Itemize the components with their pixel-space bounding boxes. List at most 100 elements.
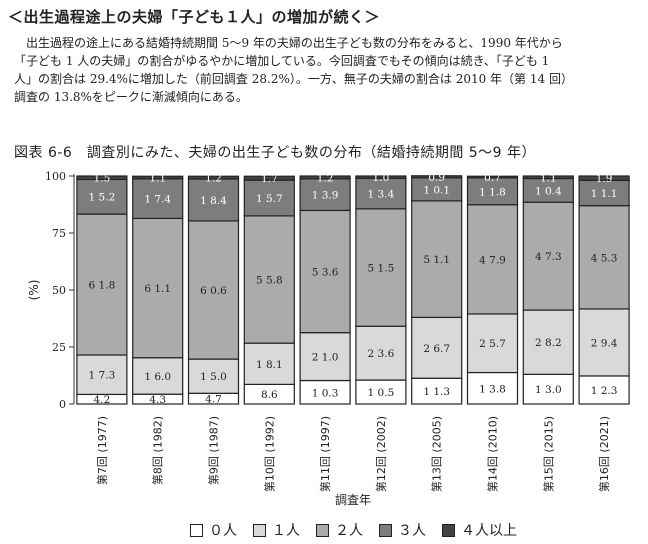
data-label: 1 5.0 xyxy=(200,371,227,383)
data-label: 1.2 xyxy=(317,172,334,184)
data-label: 1.7 xyxy=(261,173,278,185)
data-label: 5 5.8 xyxy=(256,275,283,287)
bar-segment xyxy=(132,178,184,220)
legend-item: ３人 xyxy=(379,520,426,540)
legend-item: ０人 xyxy=(190,520,237,540)
data-label: 1 5.7 xyxy=(256,193,283,205)
data-label: 4 7.3 xyxy=(535,251,562,263)
legend-label: ２人 xyxy=(335,523,363,539)
data-label: 1.5 xyxy=(94,173,111,185)
x-tick-label: 第7回 (1977) xyxy=(95,416,109,485)
bar-segment xyxy=(243,215,295,344)
bar-segment xyxy=(299,332,351,382)
section-heading: ＜出生過程途上の夫婦「子ども１人」の増加が続く＞ xyxy=(8,8,381,26)
bar-segment xyxy=(187,220,240,360)
bar-segment xyxy=(243,175,295,181)
data-label: 1.0 xyxy=(373,172,390,184)
bar-segment xyxy=(187,358,240,394)
data-label: 5 1.1 xyxy=(423,254,450,266)
data-label: 1.1 xyxy=(149,172,166,184)
data-label: 6 0.6 xyxy=(200,285,227,297)
data-label: 1.2 xyxy=(205,173,222,185)
bar-segment xyxy=(187,175,240,180)
legend-swatch xyxy=(316,523,329,537)
description-paragraph: 出生過程の途上にある結婚持続期間 5～9 年の夫婦の出生子ども数の分布をみると、… xyxy=(14,34,636,106)
paragraph-line-2: 「子ども 1 人の夫婦」の割合がゆるやかに増加している。今回調査でもその傾向は続… xyxy=(14,54,550,68)
data-label: 8.6 xyxy=(261,389,278,401)
x-tick-label: 第9回 (1987) xyxy=(207,416,221,485)
bar-segment xyxy=(355,208,407,327)
data-label: 4 7.9 xyxy=(479,254,506,266)
data-label: 6 1.8 xyxy=(89,280,116,292)
data-label: 2 9.4 xyxy=(591,337,618,349)
y-tick-label: 0 xyxy=(59,398,66,411)
stacked-bar-chart: 0 25 50 75 100 (%) 4.2 1 7.3 6 1.8 1 5.2 1.5 第7回 (1… xyxy=(27,170,630,507)
figure-caption: 図表 6-6 調査別にみた、夫婦の出生子ども数の分布（結婚持続期間 5～9 年） xyxy=(14,145,537,161)
bar-segment xyxy=(411,377,463,405)
data-label: 1 6.0 xyxy=(144,371,171,383)
data-label: 1 2.3 xyxy=(591,385,618,397)
bar-segment xyxy=(411,175,463,179)
data-label: 1 8.1 xyxy=(256,359,283,371)
bar-segment xyxy=(132,175,184,180)
bar-segment xyxy=(466,313,519,374)
legend-label: ３人 xyxy=(398,523,426,539)
bar-segment xyxy=(299,175,351,180)
bar-segment xyxy=(299,209,351,334)
y-tick-label: 100 xyxy=(45,170,66,183)
x-tick-label: 第12回 (2002) xyxy=(374,416,388,492)
data-label: 1 7.3 xyxy=(89,370,116,382)
data-label: 1.1 xyxy=(540,172,557,184)
bar-segment xyxy=(355,175,407,179)
legend-swatch xyxy=(379,523,392,537)
data-label: 2 1.0 xyxy=(312,352,339,364)
bar-segment xyxy=(76,213,128,356)
bar-segment xyxy=(466,175,519,179)
data-label: 1 1.8 xyxy=(479,186,506,198)
bar-segment xyxy=(578,205,630,310)
data-label: 1 5.2 xyxy=(89,192,116,204)
y-tick-label: 25 xyxy=(52,341,66,354)
bar-segment xyxy=(76,175,128,181)
y-tick-label: 50 xyxy=(52,284,66,297)
bar-segment xyxy=(578,308,630,377)
y-tick-label: 75 xyxy=(52,227,66,240)
bar-segment xyxy=(466,371,519,405)
data-label: 4.3 xyxy=(149,394,166,406)
legend-swatch xyxy=(253,523,266,537)
data-label: 5 1.5 xyxy=(368,263,395,275)
data-label: 0.9 xyxy=(428,172,445,184)
bar-segment xyxy=(187,178,240,222)
x-tick-label: 第15回 (2015) xyxy=(541,416,555,492)
bar-segment xyxy=(522,309,574,375)
data-label: 1 1.1 xyxy=(591,188,618,200)
legend-label: ４人以上 xyxy=(461,523,517,539)
data-label: 2 6.7 xyxy=(423,343,450,355)
data-label: 5 3.6 xyxy=(312,267,339,279)
bar-segment xyxy=(578,179,630,207)
bar-segment xyxy=(243,179,295,217)
bar-segment xyxy=(522,201,574,311)
bar-segment xyxy=(355,325,407,381)
data-label: 1 3.0 xyxy=(535,384,562,396)
x-tick-label: 第16回 (2021) xyxy=(597,416,611,492)
bar-segment xyxy=(466,204,519,315)
data-label: 1 0.4 xyxy=(535,185,562,197)
legend-swatch xyxy=(190,523,203,537)
data-label: 1 1.3 xyxy=(423,386,450,398)
data-label: 4.7 xyxy=(205,394,222,406)
legend-label: ０人 xyxy=(209,523,237,539)
legend-swatch xyxy=(442,523,455,537)
paragraph-line-4: 調査の 13.8%をピークに漸減傾向にある。 xyxy=(14,90,248,104)
data-label: 1 0.1 xyxy=(423,184,450,196)
paragraph-line-3: 人」の割合は 29.4%に増加した（前回調査 28.2%）。一方、無子の夫婦の割… xyxy=(14,72,573,86)
data-label: 1 3.8 xyxy=(479,383,506,395)
legend-item: ２人 xyxy=(316,520,363,540)
x-axis-label: 調査年 xyxy=(335,493,371,507)
bar-segment xyxy=(578,375,630,405)
x-tick-label: 第10回 (1992) xyxy=(262,416,276,492)
data-label: 1.9 xyxy=(596,173,613,185)
chart-legend: ０人 １人 ２人 ３人 ４人以上 xyxy=(190,520,517,540)
data-label: 2 3.6 xyxy=(368,348,395,360)
bar-segment xyxy=(411,200,463,318)
